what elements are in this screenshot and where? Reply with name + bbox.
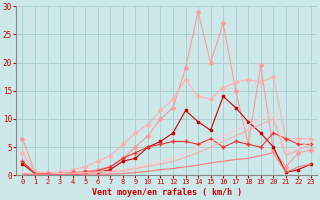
- X-axis label: Vent moyen/en rafales ( km/h ): Vent moyen/en rafales ( km/h ): [92, 188, 242, 197]
